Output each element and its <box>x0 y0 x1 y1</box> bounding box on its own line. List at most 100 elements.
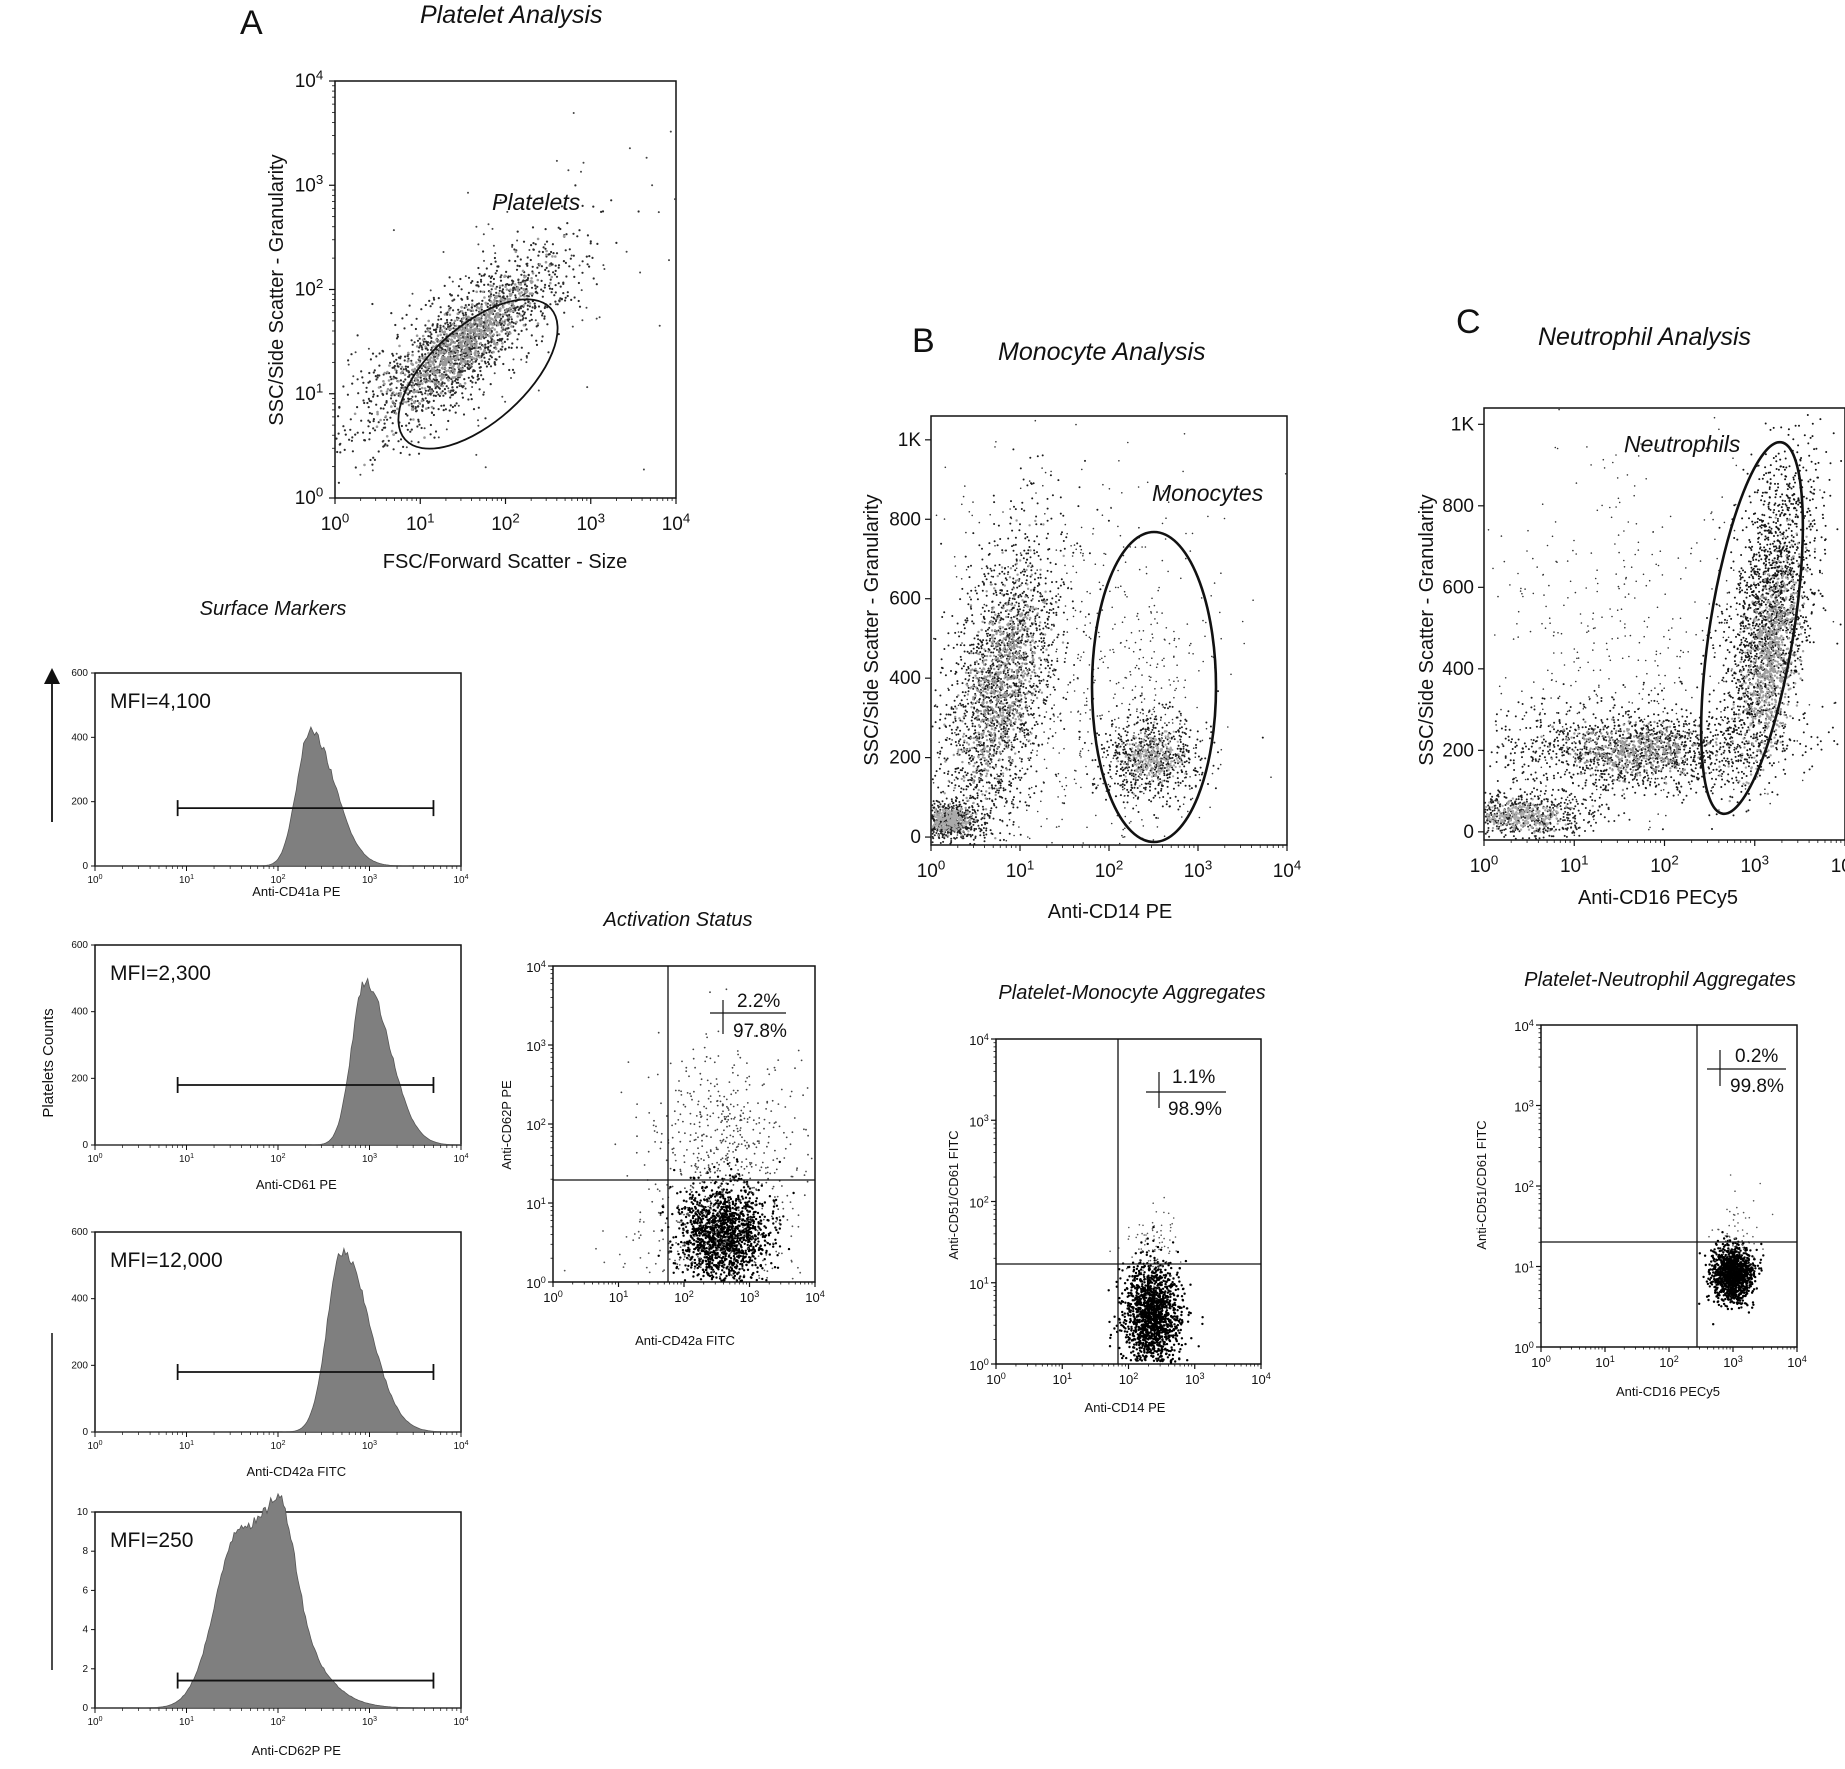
event-point <box>513 248 516 251</box>
event-point <box>530 281 533 285</box>
event-point <box>501 326 504 330</box>
event-point <box>735 1236 738 1239</box>
event-point <box>701 1268 705 1271</box>
x-ticks: 100 101 102 103 104 <box>321 498 690 535</box>
event-point <box>453 319 457 323</box>
event-point <box>658 1240 661 1242</box>
event-point <box>709 1115 712 1118</box>
event-point <box>475 346 479 350</box>
event-point <box>712 1231 714 1234</box>
event-point <box>758 1274 760 1277</box>
event-point <box>494 314 498 317</box>
event-point <box>698 1252 702 1255</box>
event-point <box>375 378 378 381</box>
event-point <box>450 338 454 342</box>
event-point <box>437 382 441 386</box>
event-point <box>526 304 529 307</box>
event-point <box>399 438 403 441</box>
event-point <box>410 428 413 431</box>
event-point <box>354 466 357 469</box>
event-point <box>445 333 448 336</box>
event-point <box>743 1274 745 1277</box>
event-point <box>725 988 728 991</box>
event-point <box>763 1083 765 1085</box>
event-point <box>731 1200 734 1203</box>
event-point <box>716 1253 719 1256</box>
event-point <box>511 291 514 294</box>
event-point <box>417 441 420 444</box>
event-point <box>496 300 498 302</box>
event-point <box>371 469 374 472</box>
event-point <box>459 319 462 322</box>
event-point <box>715 1230 718 1233</box>
event-point <box>464 275 467 278</box>
event-point <box>406 428 409 431</box>
event-point <box>449 363 452 367</box>
event-point <box>378 352 381 355</box>
event-point <box>716 1199 720 1202</box>
event-point <box>395 371 398 374</box>
event-point <box>760 1222 763 1225</box>
event-point <box>494 287 498 291</box>
event-point <box>392 403 396 406</box>
event-point <box>699 1232 703 1235</box>
event-point <box>432 399 435 402</box>
event-point <box>740 1251 744 1255</box>
event-point <box>636 1135 638 1138</box>
event-point <box>595 283 598 286</box>
event-point <box>688 1193 692 1196</box>
x-tick-label: 103 <box>362 1440 377 1452</box>
event-point <box>757 1102 759 1105</box>
event-point <box>624 1262 626 1265</box>
event-point <box>682 1199 686 1202</box>
event-point <box>377 450 380 453</box>
event-point <box>534 306 537 309</box>
event-point <box>395 386 398 389</box>
event-point <box>635 1151 638 1154</box>
event-point <box>712 1212 715 1215</box>
event-point <box>414 390 418 394</box>
event-point <box>592 205 595 208</box>
event-point <box>702 1270 706 1274</box>
event-point <box>498 289 501 292</box>
event-point <box>525 328 528 331</box>
event-point <box>473 351 477 354</box>
event-point <box>755 1164 757 1166</box>
event-point <box>448 313 452 317</box>
event-point <box>415 361 418 364</box>
event-point <box>677 1208 681 1212</box>
histogram-area <box>95 1492 461 1709</box>
event-point <box>381 428 384 431</box>
event-point <box>404 378 407 381</box>
event-point <box>713 1152 715 1155</box>
event-point <box>766 1068 769 1071</box>
event-point <box>759 1244 762 1248</box>
event-point <box>661 1198 664 1200</box>
event-point <box>472 408 476 411</box>
event-point <box>680 1240 683 1244</box>
event-point <box>501 320 505 323</box>
event-point <box>566 294 569 298</box>
event-point <box>705 1250 708 1253</box>
event-point <box>386 370 389 374</box>
event-point <box>484 316 488 320</box>
event-point <box>708 1255 712 1258</box>
event-point <box>467 367 470 370</box>
event-point <box>451 386 454 389</box>
event-point <box>453 362 456 365</box>
event-point <box>678 1227 681 1230</box>
event-point <box>465 305 468 309</box>
event-point <box>482 313 485 316</box>
event-point <box>771 1267 774 1270</box>
event-point <box>347 363 350 366</box>
event-point <box>526 295 529 298</box>
event-point <box>945 797 948 800</box>
event-point <box>761 1183 763 1185</box>
event-point <box>419 374 423 377</box>
event-point <box>403 359 406 362</box>
event-point <box>694 1066 696 1069</box>
event-point <box>724 1210 728 1213</box>
event-point <box>717 1186 720 1189</box>
event-point <box>435 391 438 394</box>
event-point <box>368 432 371 435</box>
